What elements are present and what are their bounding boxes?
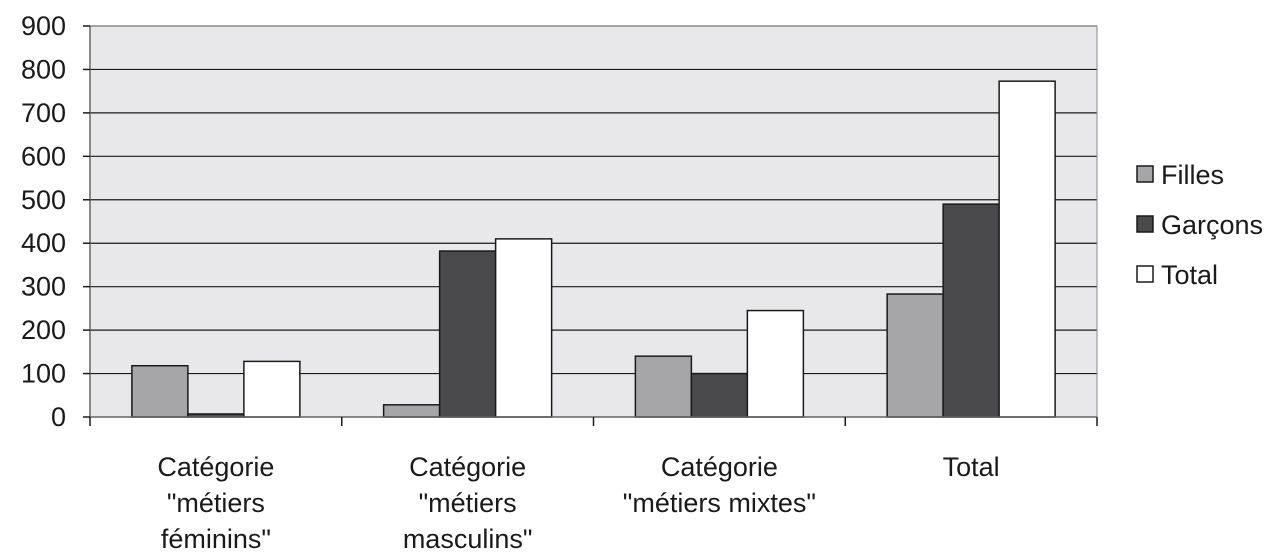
legend: Filles Garçons Total bbox=[1136, 160, 1263, 290]
y-tick-label: 500 bbox=[21, 185, 66, 215]
bar-filles-2 bbox=[382, 404, 441, 418]
x-tick-label: Catégorie "métiers masculins" bbox=[403, 452, 533, 554]
x-axis-ticks: Catégorie "métiers féminins" Catégorie "méti… bbox=[89, 417, 1098, 554]
legend-swatch bbox=[1136, 165, 1154, 183]
bar-total-1 bbox=[243, 360, 301, 418]
bar-gar-ons-3 bbox=[690, 372, 749, 418]
legend-swatch bbox=[1136, 265, 1154, 283]
y-tick-label: 800 bbox=[21, 54, 66, 84]
y-tick-label: 100 bbox=[21, 359, 66, 389]
y-tick-label: 600 bbox=[21, 141, 66, 171]
x-tick-label: Total bbox=[943, 452, 1000, 482]
bars bbox=[131, 80, 1056, 418]
legend-swatch bbox=[1136, 215, 1154, 233]
bar-total-2 bbox=[494, 238, 553, 418]
bar-filles-4 bbox=[886, 293, 944, 418]
bar-total-3 bbox=[746, 309, 805, 418]
y-tick-label: 300 bbox=[21, 272, 66, 302]
legend-label: Filles bbox=[1161, 160, 1224, 190]
x-tick-label: Catégorie "métiers mixtes" bbox=[623, 452, 816, 518]
y-tick-label: 200 bbox=[21, 315, 66, 345]
x-tick-label: Catégorie "métiers féminins" bbox=[157, 452, 274, 554]
bar-filles-1 bbox=[131, 364, 189, 418]
y-tick-label: 900 bbox=[21, 11, 66, 41]
bar-gar-ons-2 bbox=[438, 250, 497, 418]
bar-total-4 bbox=[998, 80, 1056, 418]
y-tick-label: 700 bbox=[21, 98, 66, 128]
y-tick-label: 0 bbox=[51, 402, 66, 432]
y-axis-ticks: 0 100 200 300 400 500 600 700 800 900 bbox=[21, 11, 90, 432]
y-tick-label: 400 bbox=[21, 228, 66, 258]
legend-label: Total bbox=[1161, 260, 1218, 290]
legend-label: Garçons bbox=[1161, 210, 1263, 240]
bar-filles-3 bbox=[634, 355, 693, 418]
bar-gar-ons-4 bbox=[942, 203, 1000, 418]
